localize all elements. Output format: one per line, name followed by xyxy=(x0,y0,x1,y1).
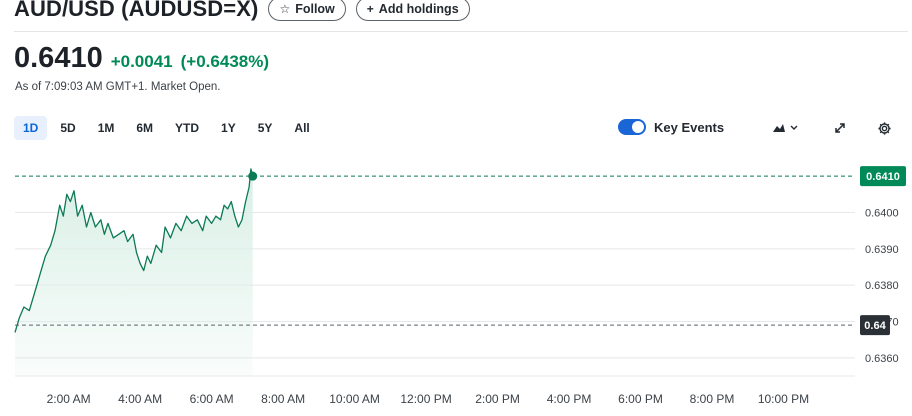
current-price-badge-label: 0.6410 xyxy=(866,171,900,183)
price-area xyxy=(15,168,253,376)
x-tick-label: 6:00 AM xyxy=(190,392,234,406)
x-tick-label: 10:00 PM xyxy=(758,392,809,406)
current-price: 0.6410 xyxy=(14,42,103,74)
previous-close-badge-label: 0.64 xyxy=(864,320,886,332)
follow-label: Follow xyxy=(295,2,335,16)
x-tick-label: 8:00 AM xyxy=(261,392,305,406)
range-tab-1m[interactable]: 1M xyxy=(97,121,115,135)
gear-icon xyxy=(878,121,891,135)
add-holdings-label: Add holdings xyxy=(378,2,459,16)
page-title: AUD/USD (AUDUSD=X) xyxy=(14,0,259,21)
star-icon: ☆ xyxy=(279,2,291,16)
add-holdings-button[interactable]: + Add holdings xyxy=(355,0,470,21)
price-change: +0.0041 xyxy=(110,52,173,71)
x-tick-label: 2:00 AM xyxy=(47,392,91,406)
fullscreen-button[interactable] xyxy=(833,118,847,138)
chart-settings-button[interactable] xyxy=(877,118,892,138)
x-tick-label: 4:00 PM xyxy=(547,392,592,406)
quote-row: 0.6410 +0.0041 (+0.6438%) xyxy=(14,42,269,75)
y-tick-label: 0.6380 xyxy=(865,280,899,292)
title-divider xyxy=(14,31,908,32)
range-tab-ytd[interactable]: YTD xyxy=(175,121,200,135)
chart-type-dropdown[interactable] xyxy=(772,118,798,138)
key-events-control[interactable]: Key Events xyxy=(618,119,724,135)
y-tick-label: 0.6360 xyxy=(865,353,899,365)
x-tick-label: 2:00 PM xyxy=(475,392,520,406)
plus-icon: + xyxy=(366,2,374,16)
expand-icon xyxy=(835,123,845,133)
mountain-chart-icon xyxy=(773,124,785,132)
range-tab-5y[interactable]: 5Y xyxy=(257,121,273,135)
key-events-toggle[interactable] xyxy=(618,119,646,135)
current-price-marker xyxy=(248,171,258,181)
follow-button[interactable]: ☆ Follow xyxy=(268,0,346,21)
price-line xyxy=(14,168,254,333)
x-tick-label: 10:00 AM xyxy=(329,392,380,406)
range-tab-6m[interactable]: 6M xyxy=(136,121,154,135)
x-tick-label: 12:00 PM xyxy=(400,392,451,406)
market-status: As of 7:09:03 AM GMT+1. Market Open. xyxy=(15,81,221,93)
range-tabs: 1D 5D 1M 6M YTD 1Y 5Y All xyxy=(14,116,319,140)
range-tab-1y[interactable]: 1Y xyxy=(221,121,236,135)
x-tick-label: 6:00 PM xyxy=(618,392,663,406)
current-price-badge xyxy=(860,166,906,187)
range-tab-all[interactable]: All xyxy=(294,121,310,135)
title-row: AUD/USD (AUDUSD=X) ☆ Follow + Add holdin… xyxy=(14,0,470,24)
range-tab-1d[interactable]: 1D xyxy=(14,116,48,140)
y-tick-label: 0.6400 xyxy=(865,208,899,220)
chevron-down-icon xyxy=(790,125,798,130)
price-change-percent: (+0.6438%) xyxy=(180,52,270,71)
y-tick-label: 0.6390 xyxy=(865,244,899,256)
x-tick-label: 8:00 PM xyxy=(690,392,735,406)
range-tab-5d[interactable]: 5D xyxy=(60,121,76,135)
key-events-label: Key Events xyxy=(654,119,725,135)
x-tick-label: 4:00 AM xyxy=(118,392,162,406)
previous-close-badge xyxy=(860,315,890,336)
